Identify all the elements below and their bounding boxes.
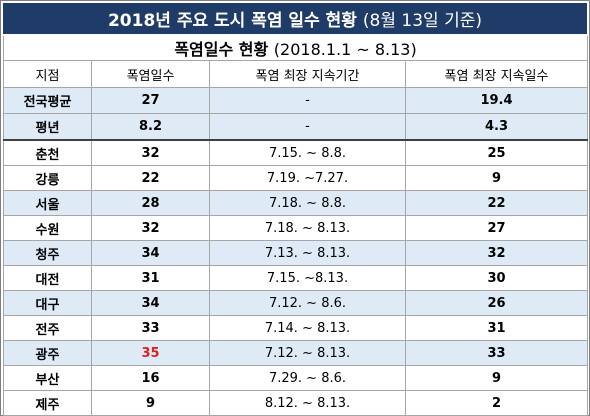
longest-days: 30 — [404, 265, 589, 291]
longest-days: 9 — [404, 165, 589, 191]
summary-max: 4.3 — [404, 113, 589, 141]
station-name: 광주 — [3, 340, 92, 366]
subtitle-cell: 폭염일수 현황 (2018.1.1 ~ 8.13) — [2, 36, 589, 61]
summary-period: - — [209, 113, 406, 141]
summary-max: 19.4 — [404, 87, 589, 114]
heatwave-table-container: 폭염일수 현황 (2018.1.1 ~ 8.13) 지점 폭염일수 폭염 최장 … — [2, 36, 589, 416]
summary-row-normal: 평년 8.2 - 4.3 — [3, 113, 589, 141]
summary-days: 27 — [91, 87, 210, 114]
table-row: 강릉 22 7.19. ~7.27. 9 — [3, 165, 589, 191]
longest-period: 7.18. ~ 8.8. — [209, 190, 406, 216]
longest-period: 7.29. ~ 8.6. — [209, 365, 406, 391]
longest-days: 25 — [404, 139, 589, 166]
summary-row-national: 전국평균 27 - 19.4 — [3, 87, 589, 114]
title-sub: (8월 13일 기준) — [362, 11, 483, 31]
table-row: 제주 9 8.12. ~ 8.13. 2 — [3, 390, 589, 416]
header-heatwave-days: 폭염일수 — [91, 60, 210, 88]
heatwave-days: 31 — [91, 265, 210, 291]
station-name: 강릉 — [3, 165, 92, 191]
table-row: 대전 31 7.15. ~8.13. 30 — [3, 265, 589, 291]
longest-days: 27 — [404, 215, 589, 241]
station-name: 부산 — [3, 365, 92, 391]
heatwave-table: 폭염일수 현황 (2018.1.1 ~ 8.13) 지점 폭염일수 폭염 최장 … — [2, 36, 589, 416]
table-row: 청주 34 7.13. ~ 8.13. 32 — [3, 240, 589, 266]
table-row: 전주 33 7.14. ~ 8.13. 31 — [3, 315, 589, 341]
station-name: 제주 — [3, 390, 92, 416]
longest-days: 9 — [404, 365, 589, 391]
longest-period: 8.12. ~ 8.13. — [209, 390, 406, 416]
longest-days: 33 — [404, 340, 589, 366]
subtitle-label: 폭염일수 현황 — [174, 40, 269, 59]
station-name: 서울 — [3, 190, 92, 216]
longest-period: 7.18. ~ 8.13. — [209, 215, 406, 241]
header-station: 지점 — [3, 60, 92, 88]
summary-period: - — [209, 87, 406, 114]
heatwave-days: 9 — [91, 390, 210, 416]
table-row: 서울 28 7.18. ~ 8.8. 22 — [3, 190, 589, 216]
longest-days: 31 — [404, 315, 589, 341]
heatwave-days: 32 — [91, 215, 210, 241]
summary-days: 8.2 — [91, 113, 210, 141]
heatwave-days-highlight: 35 — [91, 340, 210, 366]
table-row: 부산 16 7.29. ~ 8.6. 9 — [3, 365, 589, 391]
longest-days: 2 — [404, 390, 589, 416]
longest-period: 7.13. ~ 8.13. — [209, 240, 406, 266]
heatwave-days: 34 — [91, 290, 210, 316]
station-name: 전주 — [3, 315, 92, 341]
station-name: 수원 — [3, 215, 92, 241]
longest-period: 7.15. ~8.13. — [209, 265, 406, 291]
longest-period: 7.12. ~ 8.13. — [209, 340, 406, 366]
heatwave-days: 33 — [91, 315, 210, 341]
longest-period: 7.15. ~ 8.8. — [209, 139, 406, 166]
table-row: 대구 34 7.12. ~ 8.6. 26 — [3, 290, 589, 316]
longest-days: 26 — [404, 290, 589, 316]
table-row: 광주 35 7.12. ~ 8.13. 33 — [3, 340, 589, 366]
table-row: 수원 32 7.18. ~ 8.13. 27 — [3, 215, 589, 241]
title-main: 2018년 주요 도시 폭염 일수 현황 — [107, 11, 357, 31]
title-bar: 2018년 주요 도시 폭염 일수 현황 (8월 13일 기준) — [3, 3, 587, 34]
heatwave-days: 28 — [91, 190, 210, 216]
heatwave-days: 34 — [91, 240, 210, 266]
station-name: 춘천 — [3, 139, 92, 166]
station-name: 대구 — [3, 290, 92, 316]
subtitle-range: (2018.1.1 ~ 8.13) — [273, 40, 417, 59]
header-longest-period: 폭염 최장 지속기간 — [209, 60, 406, 88]
heatwave-days: 16 — [91, 365, 210, 391]
station-name: 청주 — [3, 240, 92, 266]
station-name: 대전 — [3, 265, 92, 291]
longest-period: 7.14. ~ 8.13. — [209, 315, 406, 341]
summary-name: 전국평균 — [3, 87, 92, 114]
longest-period: 7.19. ~7.27. — [209, 165, 406, 191]
heatwave-days: 32 — [91, 139, 210, 166]
longest-days: 22 — [404, 190, 589, 216]
longest-period: 7.12. ~ 8.6. — [209, 290, 406, 316]
subtitle-row: 폭염일수 현황 (2018.1.1 ~ 8.13) — [2, 36, 589, 61]
heatwave-days: 22 — [91, 165, 210, 191]
longest-days: 32 — [404, 240, 589, 266]
summary-name: 평년 — [3, 113, 92, 141]
header-longest-days: 폭염 최장 지속일수 — [404, 60, 589, 88]
table-row: 춘천 32 7.15. ~ 8.8. 25 — [3, 139, 589, 166]
header-row: 지점 폭염일수 폭염 최장 지속기간 폭염 최장 지속일수 — [3, 60, 589, 88]
